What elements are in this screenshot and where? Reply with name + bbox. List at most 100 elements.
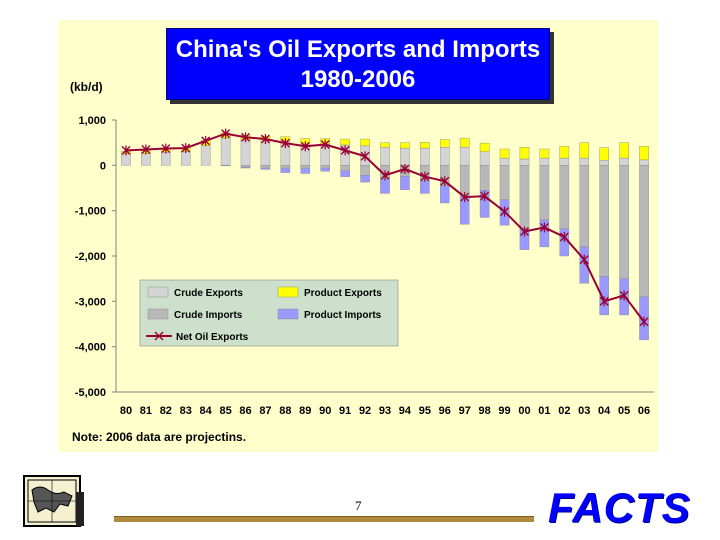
page-number: 7 xyxy=(355,498,362,513)
legend-label: Product Imports xyxy=(304,310,382,321)
x-tick-label: 05 xyxy=(618,405,630,417)
y-tick-label: -3,000 xyxy=(75,296,106,308)
x-tick-label: 93 xyxy=(379,405,391,417)
bar-crude-imports xyxy=(260,165,271,169)
bar-product-exports xyxy=(479,142,490,152)
net-oil-exports-point xyxy=(440,176,450,187)
bar-product-exports xyxy=(619,142,629,159)
bar-crude-exports xyxy=(459,146,470,166)
bar-product-imports xyxy=(240,166,251,169)
legend-label: Crude Exports xyxy=(174,288,243,299)
bar-crude-imports xyxy=(519,165,530,229)
bar-crude-imports xyxy=(300,165,311,169)
net-oil-exports-point xyxy=(241,132,251,143)
y-tick-label: -5,000 xyxy=(75,387,106,399)
x-tick-label: 96 xyxy=(439,405,451,417)
net-oil-exports-point xyxy=(121,145,131,156)
x-tick-label: 84 xyxy=(200,405,213,417)
net-oil-exports-point xyxy=(400,163,410,174)
legend-label: Net Oil Exports xyxy=(176,332,249,343)
x-tick-label: 01 xyxy=(538,405,550,417)
bar-crude-exports xyxy=(260,140,271,166)
bar-product-exports xyxy=(420,142,430,149)
bar-crude-exports xyxy=(240,139,251,166)
x-tick-label: 99 xyxy=(498,405,510,417)
legend-label: Crude Imports xyxy=(174,310,243,321)
net-oil-exports-point xyxy=(619,290,629,301)
bar-product-imports xyxy=(300,167,311,174)
bar-product-imports xyxy=(340,170,350,177)
net-oil-exports-point xyxy=(181,143,191,154)
legend-item: Product Exports xyxy=(277,286,382,299)
bar-product-exports xyxy=(340,138,350,146)
bar-product-exports xyxy=(459,137,470,148)
bar-crude-imports xyxy=(280,165,291,169)
legend-swatch xyxy=(277,286,299,298)
bar-product-exports xyxy=(579,142,590,159)
bar-crude-imports xyxy=(499,165,510,200)
x-tick-label: 92 xyxy=(359,405,371,417)
bar-product-imports xyxy=(280,167,291,173)
bar-crude-exports xyxy=(519,158,530,166)
bar-crude-imports xyxy=(639,165,649,297)
net-oil-exports-point xyxy=(639,316,649,327)
bar-crude-imports xyxy=(320,165,331,169)
x-tick-label: 90 xyxy=(319,405,331,417)
net-oil-exports-point xyxy=(300,141,310,152)
x-tick-label: 00 xyxy=(518,405,530,417)
legend: Crude Exports Product Exports Crude Import… xyxy=(139,279,399,347)
net-oil-exports-point xyxy=(579,254,589,265)
legend-item: Crude Imports xyxy=(147,308,243,321)
bar-crude-imports xyxy=(240,165,251,168)
net-oil-exports-point xyxy=(280,138,290,149)
bar-product-imports xyxy=(599,276,609,316)
bar-crude-imports xyxy=(539,165,550,220)
bar-product-exports xyxy=(559,146,570,159)
net-oil-exports-point xyxy=(599,296,609,307)
bar-product-imports xyxy=(439,185,450,204)
bar-crude-exports xyxy=(141,153,151,166)
bar-crude-exports xyxy=(420,147,430,166)
y-tick-label: 0 xyxy=(100,160,106,172)
legend-item: Crude Exports xyxy=(147,286,243,299)
net-oil-exports-point xyxy=(360,151,370,162)
x-tick-label: 03 xyxy=(578,405,590,417)
bar-crude-exports xyxy=(220,137,231,166)
net-oil-exports-point xyxy=(260,134,270,145)
bar-crude-imports xyxy=(559,165,570,229)
bar-product-exports xyxy=(499,148,510,159)
net-oil-exports-point xyxy=(420,171,430,182)
bar-crude-exports xyxy=(559,157,570,166)
bar-crude-exports xyxy=(180,151,191,166)
bar-crude-imports xyxy=(360,165,370,176)
bar-product-imports xyxy=(420,180,430,194)
net-oil-exports-point xyxy=(460,192,470,203)
x-tick-label: 97 xyxy=(459,405,471,417)
net-oil-exports-point xyxy=(161,143,171,154)
legend-swatch xyxy=(147,308,169,320)
x-tick-label: 87 xyxy=(259,405,271,417)
net-oil-exports-point xyxy=(500,206,510,217)
x-tick-label: 91 xyxy=(339,405,351,417)
bar-product-imports xyxy=(400,176,410,191)
net-oil-exports-point xyxy=(480,191,490,202)
bar-crude-exports xyxy=(599,160,609,166)
net-oil-exports-point xyxy=(141,144,151,155)
globe-logo-icon xyxy=(23,475,84,527)
footer-divider xyxy=(114,516,534,522)
net-oil-exports-point xyxy=(539,222,549,233)
bar-crude-exports xyxy=(579,157,590,166)
bar-product-exports xyxy=(400,142,410,149)
bar-product-exports xyxy=(639,146,649,161)
bar-crude-imports xyxy=(340,165,350,171)
bar-product-imports xyxy=(360,175,370,183)
bar-product-exports xyxy=(599,147,609,161)
title-line-2: 1980-2006 xyxy=(300,66,416,93)
bar-product-exports xyxy=(519,146,530,160)
x-tick-label: 98 xyxy=(479,405,491,417)
facts-logo: FACTS xyxy=(548,484,691,531)
legend-swatch xyxy=(277,308,299,320)
legend-box xyxy=(139,279,399,347)
bar-product-imports xyxy=(320,167,331,172)
net-oil-exports-point xyxy=(201,135,211,146)
